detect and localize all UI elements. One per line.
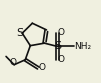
Text: S: S [16, 28, 23, 38]
Text: O: O [39, 63, 46, 72]
Text: O: O [58, 28, 65, 37]
Text: NH₂: NH₂ [74, 42, 91, 51]
Text: S: S [54, 41, 61, 51]
Text: O: O [58, 55, 65, 64]
Text: O: O [10, 58, 17, 67]
